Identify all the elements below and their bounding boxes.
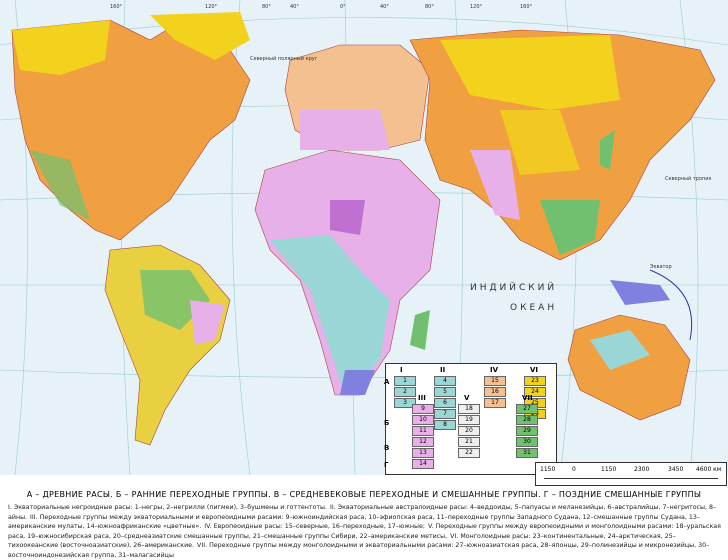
- scale-tick: 0: [572, 466, 576, 473]
- arctic-circle-label: Северный полярный круг: [250, 55, 318, 62]
- japan: [600, 130, 615, 170]
- svg-text:160°: 160°: [520, 4, 533, 10]
- legend-swatch: 4: [434, 376, 456, 386]
- legend-column-III: III: [418, 394, 426, 402]
- map-legend: I 1 2 3 II 4 5 6 7 8 III 9 10 11 12 13 14 IV 15 16 17 V 18 19 20…: [384, 363, 557, 475]
- legend-swatch: 3: [394, 398, 416, 408]
- svg-text:0°: 0°: [340, 4, 346, 10]
- legend-column-I: I: [400, 366, 403, 374]
- legend-column-VI: VI: [530, 366, 539, 374]
- legend-swatch: 8: [434, 420, 456, 430]
- legend-column-IV: IV: [490, 366, 499, 374]
- equator-label: Экватор: [650, 264, 672, 270]
- scale-tick: 4600 км: [696, 466, 722, 473]
- legend-group: Б: [384, 419, 390, 427]
- scale-tick: 1150: [601, 466, 617, 473]
- legend-column-V: V: [464, 394, 470, 402]
- legend-swatch: 12: [412, 437, 434, 447]
- legend-swatch: 24: [524, 387, 546, 397]
- new-guinea: [610, 280, 670, 305]
- longitude-labels: 160° 120° 80° 40° 0° 40° 80° 120° 160°: [110, 4, 533, 10]
- scale-bar: 1150 0 1150 2300 3450 4600 км: [535, 462, 727, 486]
- ocean-label: ОКЕАН: [510, 303, 557, 313]
- ocean-label: ИНДИЙСКИЙ: [470, 281, 557, 293]
- legend-swatch: 5: [434, 387, 456, 397]
- legend-swatch: 28: [516, 415, 538, 425]
- legend-swatch: 10: [412, 415, 434, 425]
- legend-swatch: 1: [394, 376, 416, 386]
- madagascar: [410, 310, 430, 350]
- legend-swatch: 9: [412, 404, 434, 414]
- world-race-map: ИНДИЙСКИЙ ОКЕАН Северный полярный круг Э…: [0, 0, 728, 475]
- legend-group: А: [384, 378, 390, 386]
- greenland: [150, 12, 250, 60]
- equator-line: [649, 269, 693, 341]
- legend-swatch: 21: [458, 437, 480, 447]
- legend-swatch: 17: [484, 398, 506, 408]
- svg-text:40°: 40°: [290, 4, 299, 10]
- legend-swatch: 16: [484, 387, 506, 397]
- svg-text:40°: 40°: [380, 4, 389, 10]
- tropic-label: Северный тропик: [665, 175, 712, 182]
- legend-swatch: 19: [458, 415, 480, 425]
- scale-tick: 1150: [540, 466, 556, 473]
- legend-swatch: 6: [434, 398, 456, 408]
- svg-text:120°: 120°: [470, 4, 483, 10]
- legend-title: А – ДРЕВНИЕ РАСЫ. Б – РАННИЕ ПЕРЕХОДНЫЕ …: [26, 490, 702, 499]
- scale-tick: 3450: [668, 466, 684, 473]
- legend-swatch: 7: [434, 409, 456, 419]
- legend-column-VII: VII: [522, 394, 533, 402]
- legend-swatch: 18: [458, 404, 480, 414]
- legend-swatch: 27: [516, 404, 538, 414]
- legend-group: Г: [384, 461, 389, 469]
- svg-text:120°: 120°: [205, 4, 218, 10]
- legend-description: I. Экваториальные негроидные расы: 1–нег…: [8, 504, 721, 559]
- legend-swatch: 29: [516, 426, 538, 436]
- legend-swatch: 31: [516, 448, 538, 458]
- legend-swatch: 23: [524, 376, 546, 386]
- legend-column-II: II: [440, 366, 446, 374]
- legend-swatch: 20: [458, 426, 480, 436]
- scale-tick: 2300: [634, 466, 650, 473]
- legend-swatch: 11: [412, 426, 434, 436]
- legend-swatch: 14: [412, 459, 434, 469]
- legend-swatch: 15: [484, 376, 506, 386]
- legend-swatch: 2: [394, 387, 416, 397]
- svg-text:80°: 80°: [425, 4, 434, 10]
- legend-swatch: 30: [516, 437, 538, 447]
- svg-text:80°: 80°: [262, 4, 271, 10]
- legend-swatch: 13: [412, 448, 434, 458]
- legend-group: В: [384, 444, 390, 452]
- legend-swatch: 22: [458, 448, 480, 458]
- svg-text:160°: 160°: [110, 4, 123, 10]
